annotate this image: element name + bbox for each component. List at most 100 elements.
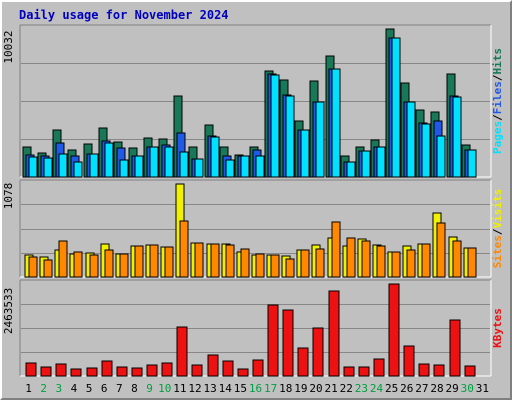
day-label: 8 <box>131 382 138 395</box>
pages-bar <box>179 151 189 178</box>
day-label: 19 <box>294 382 307 395</box>
pages-bar <box>285 95 295 178</box>
day-label: 27 <box>415 382 428 395</box>
sites-bar <box>240 248 250 278</box>
kbytes-bar <box>403 345 415 377</box>
sites-bar <box>285 258 295 278</box>
day-label: 31 <box>476 382 489 395</box>
sites-bar <box>225 244 235 278</box>
pages-bar <box>119 159 129 178</box>
sites-bar <box>43 259 53 278</box>
pages-bar <box>331 68 341 178</box>
day-label: 23 <box>355 382 368 395</box>
pages-bar <box>164 146 174 178</box>
sites-bar <box>149 244 159 278</box>
day-label: 14 <box>219 382 233 395</box>
sites-bar <box>452 240 462 278</box>
visits-max-label: 1078 <box>2 183 15 210</box>
sites-bar <box>467 247 477 278</box>
pages-bar <box>300 129 310 178</box>
sites-bar <box>104 249 114 278</box>
sites-bar <box>194 242 204 278</box>
pages-bar <box>58 153 68 178</box>
kbytes-axis-label-part: KBytes <box>491 308 504 348</box>
pages-bar <box>436 135 446 178</box>
pages-bar <box>452 96 462 178</box>
kbytes-bar <box>146 364 158 377</box>
sites-bar <box>134 245 144 278</box>
sites-bar <box>210 243 220 278</box>
pages-bar <box>194 158 204 178</box>
kbytes-bar <box>297 347 309 377</box>
day-label: 6 <box>101 382 108 395</box>
pages-bar <box>270 74 280 178</box>
day-label: 17 <box>264 382 277 395</box>
sites-bar <box>436 222 446 278</box>
hits-axis-label-part: / <box>491 74 504 81</box>
visits-axis-label-part: Visits <box>491 189 504 229</box>
sites-bar <box>164 246 174 278</box>
kbytes-axis-label: KBytes <box>491 308 504 348</box>
sites-bar <box>73 251 83 278</box>
day-label: 16 <box>249 382 262 395</box>
kbytes-max-label: 2463533 <box>2 288 15 334</box>
day-label: 15 <box>234 382 247 395</box>
pages-bar <box>240 155 250 178</box>
day-label: 30 <box>461 382 474 395</box>
kbytes-bar <box>388 283 400 377</box>
kbytes-bar <box>358 366 370 377</box>
kbytes-bar <box>207 354 219 377</box>
kbytes-bar <box>70 368 82 377</box>
day-label: 10 <box>158 382 171 395</box>
pages-bar <box>391 37 401 178</box>
kbytes-bar <box>449 319 461 377</box>
pages-bar <box>73 161 83 178</box>
sites-bar <box>28 256 38 278</box>
day-label: 11 <box>173 382 186 395</box>
pages-bar <box>361 150 371 178</box>
kbytes-bar <box>116 366 128 377</box>
sites-bar <box>331 221 341 278</box>
day-label: 1 <box>25 382 32 395</box>
kbytes-bar <box>25 362 37 377</box>
pages-bar <box>406 101 416 178</box>
kbytes-bar <box>161 362 173 377</box>
day-label: 5 <box>86 382 93 395</box>
day-label: 21 <box>325 382 338 395</box>
chart-title: Daily usage for November 2024 <box>19 8 229 22</box>
pages-bar <box>149 146 159 178</box>
day-label: 28 <box>430 382 443 395</box>
visits-axis-label: Sites/Visits <box>491 189 504 269</box>
sites-bar <box>391 251 401 278</box>
sites-bar <box>315 248 325 278</box>
pages-bar <box>315 101 325 178</box>
kbytes-bar <box>282 309 294 377</box>
kbytes-bar <box>267 304 279 377</box>
day-label: 22 <box>340 382 353 395</box>
pages-bar <box>210 136 220 178</box>
day-label: 2 <box>40 382 47 395</box>
kbytes-bar <box>191 364 203 377</box>
sites-bar <box>89 254 99 278</box>
kbytes-bar <box>237 368 249 377</box>
day-label: 7 <box>116 382 123 395</box>
sites-bar <box>406 249 416 278</box>
kbytes-bar <box>343 366 355 377</box>
day-label: 25 <box>385 382 398 395</box>
kbytes-bar <box>176 326 188 377</box>
day-label: 18 <box>279 382 292 395</box>
day-label: 20 <box>309 382 322 395</box>
pages-bar <box>376 146 386 178</box>
sites-bar <box>255 253 265 278</box>
kbytes-bar <box>101 360 113 377</box>
sites-bar <box>270 254 280 278</box>
sites-bar <box>300 249 310 278</box>
sites-bar <box>58 240 68 278</box>
kbytes-bar <box>464 365 476 377</box>
pages-bar <box>421 123 431 178</box>
day-label: 29 <box>446 382 459 395</box>
sites-bar <box>346 237 356 278</box>
day-label: 3 <box>56 382 63 395</box>
hits-axis-label-part: / <box>491 114 504 121</box>
day-label: 24 <box>370 382 384 395</box>
